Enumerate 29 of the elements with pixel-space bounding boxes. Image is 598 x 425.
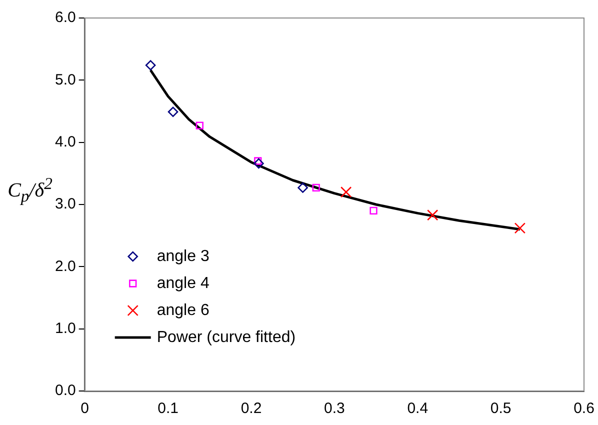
point (370, 206, 378, 215)
point (340, 186, 352, 198)
x-tick-label: 0.2 (240, 400, 262, 418)
point (145, 60, 156, 70)
legend-label: Power (curve fitted) (156, 328, 296, 346)
point (168, 106, 178, 118)
point (254, 158, 264, 169)
x-tick-label: 0 (80, 400, 90, 418)
point (426, 209, 438, 221)
x-tick-label: 0.5 (490, 400, 512, 418)
y-axis-title: C$_{p}$/δ$^{2}$ (8, 174, 52, 206)
x-tick-label: 0.6 (574, 400, 594, 418)
legend-label: angle 3 (156, 248, 210, 265)
point (196, 122, 204, 130)
y-tick-label: 2.0 (54, 258, 76, 275)
x-tick-label: 0.3 (324, 400, 345, 418)
point (312, 184, 320, 192)
y-tick-label: 4.0 (54, 133, 76, 150)
legend-label: angle 4 (156, 274, 210, 292)
y-tick-label: 5.0 (54, 71, 76, 88)
point (514, 222, 526, 234)
legend-label: angle 6 (156, 302, 210, 319)
point (298, 182, 308, 193)
y-tick-label: 0.0 (54, 382, 76, 400)
y-tick-label: 1.0 (54, 320, 76, 337)
y-tick-label: 3.0 (54, 196, 76, 213)
x-tick-label: 0.4 (407, 400, 428, 418)
x-tick-label: 0.1 (158, 400, 178, 418)
y-tick-label: 6.0 (54, 9, 76, 26)
